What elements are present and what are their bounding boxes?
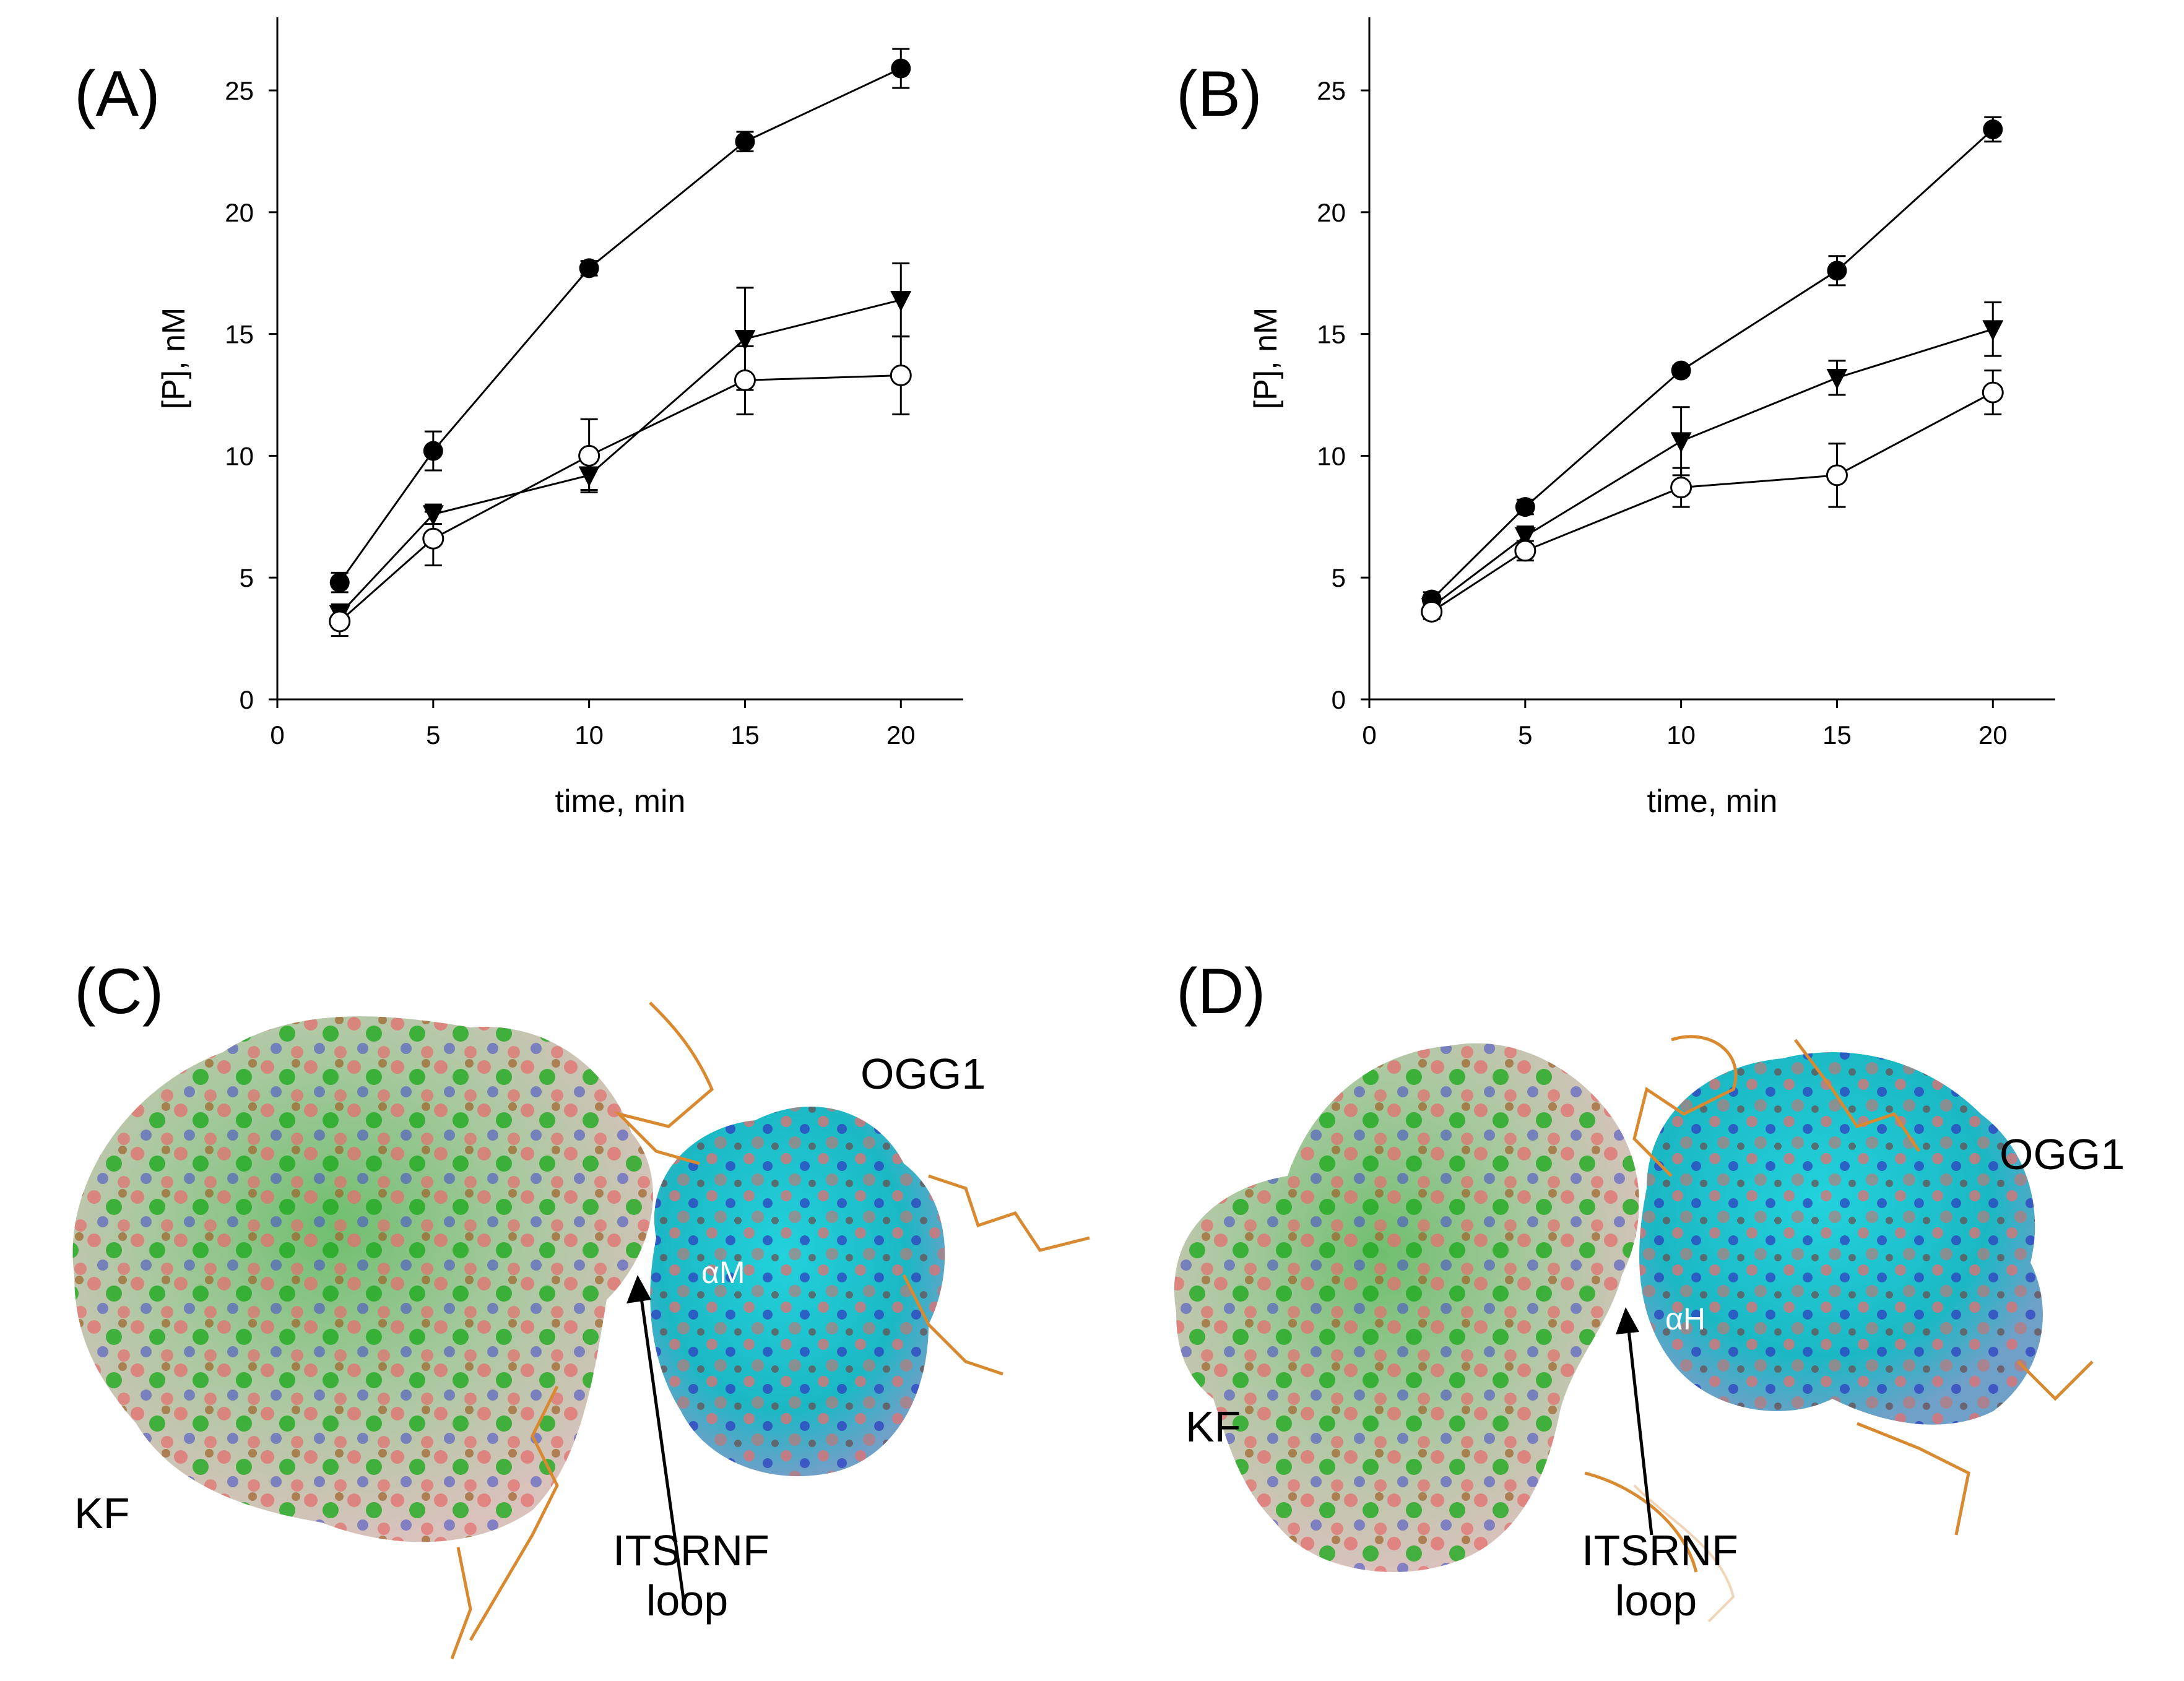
data-point-open-circle [1421, 600, 1443, 623]
ogg1-label-d: OGG1 [2000, 1130, 2125, 1178]
structure-illustrations [72, 1001, 2094, 1659]
data-point-filled-circle [579, 258, 599, 279]
data-point-filled-triangle [890, 291, 912, 312]
x-tick-label: 15 [1822, 720, 1852, 750]
y-axis-label: [P], nM [1248, 308, 1284, 410]
series-line [1431, 328, 1993, 608]
x-tick-label: 20 [1978, 720, 2008, 750]
y-tick-label: 25 [225, 76, 254, 105]
y-tick-label: 0 [240, 685, 254, 714]
series-line [339, 374, 901, 623]
x-axis-label: time, min [555, 784, 686, 819]
data-point-filled-triangle [1826, 369, 1848, 390]
data-point-filled-circle [891, 58, 911, 79]
panel-label-c: (C) [74, 956, 164, 1027]
chart-b: 0 5 10 15 20 25 0 5 10 15 20 time, min [P], nM [1248, 17, 2055, 819]
panel-label-d: (D) [1176, 956, 1266, 1027]
y-tick-label: 15 [1317, 320, 1346, 349]
loop-label-d: ITSRNF loop [1582, 1526, 1738, 1625]
y-tick-label: 15 [225, 320, 254, 349]
data-point-open-circle [422, 527, 444, 550]
chart-a: 0 5 10 15 20 25 0 5 10 15 20 time, min [P], nM [156, 17, 963, 819]
kf-surface-c [72, 1016, 653, 1542]
loop-arrow-c [626, 1275, 686, 1604]
y-tick-label: 0 [1332, 685, 1346, 714]
data-point-filled-triangle [734, 330, 756, 351]
y-tick-label: 5 [240, 563, 254, 592]
y-tick-label: 10 [225, 441, 254, 470]
data-point-filled-circle [1983, 119, 2003, 140]
data-point-filled-circle [1515, 497, 1535, 517]
ogg1-surface-c [650, 1106, 945, 1477]
ogg1-label-c: OGG1 [860, 1050, 986, 1098]
data-point-filled-circle [329, 573, 350, 593]
dna-backbone-d-faint [1633, 1484, 1735, 1623]
data-point-open-circle [1982, 381, 2004, 404]
y-tick-label: 10 [1317, 441, 1346, 470]
y-axis-label: [P], nM [156, 308, 192, 410]
loop-label-d-line2: loop [1614, 1576, 1697, 1625]
data-point-filled-circle [1671, 360, 1691, 381]
dna-backbone-d [1584, 1035, 2094, 1573]
dna-backbone-c [450, 1001, 1090, 1659]
loop-label-c-line2: loop [646, 1576, 729, 1625]
data-point-open-circle [578, 444, 600, 467]
x-tick-label: 0 [270, 720, 284, 750]
data-point-filled-circle [423, 441, 443, 461]
y-tick-label: 5 [1332, 563, 1346, 592]
kf-label-c: KF [74, 1489, 130, 1537]
x-tick-label: 10 [1666, 720, 1696, 750]
kf-label-d: KF [1185, 1402, 1241, 1451]
panel-label-a: (A) [74, 58, 160, 130]
data-point-open-circle [1670, 477, 1692, 499]
ogg1-surface-d [1639, 1052, 2043, 1425]
kf-surface-d [1174, 1043, 1639, 1572]
y-tick-label: 25 [1317, 76, 1346, 105]
data-point-filled-circle [735, 131, 755, 152]
data-point-filled-triangle [1982, 320, 2004, 341]
x-tick-label: 5 [426, 720, 440, 750]
x-tick-label: 0 [1362, 720, 1376, 750]
loop-label-c: ITSRNF loop [613, 1526, 769, 1625]
data-point-open-circle [329, 610, 351, 633]
y-tick-label: 20 [225, 198, 254, 227]
loop-label-d-line1: ITSRNF [1582, 1526, 1738, 1575]
data-point-open-circle [1826, 464, 1848, 486]
x-tick-label: 15 [730, 720, 760, 750]
series-line [339, 299, 901, 615]
data-point-filled-triangle [1670, 432, 1692, 453]
data-point-open-circle [890, 365, 912, 387]
data-point-open-circle [1514, 540, 1536, 562]
data-point-filled-triangle [1514, 527, 1536, 548]
loop-label-c-line1: ITSRNF [613, 1526, 769, 1575]
panel-label-b: (B) [1176, 58, 1262, 130]
x-tick-label: 20 [886, 720, 916, 750]
data-point-filled-circle [1827, 261, 1847, 281]
x-axis-label: time, min [1647, 784, 1778, 819]
x-tick-label: 5 [1518, 720, 1532, 750]
helix-label-d: αH [1665, 1302, 1706, 1336]
series-line [1431, 391, 1993, 613]
data-point-open-circle [734, 369, 756, 391]
loop-arrow-d [1616, 1307, 1653, 1536]
y-tick-label: 20 [1317, 198, 1346, 227]
helix-label-c: αM [701, 1255, 745, 1290]
x-tick-label: 10 [574, 720, 604, 750]
